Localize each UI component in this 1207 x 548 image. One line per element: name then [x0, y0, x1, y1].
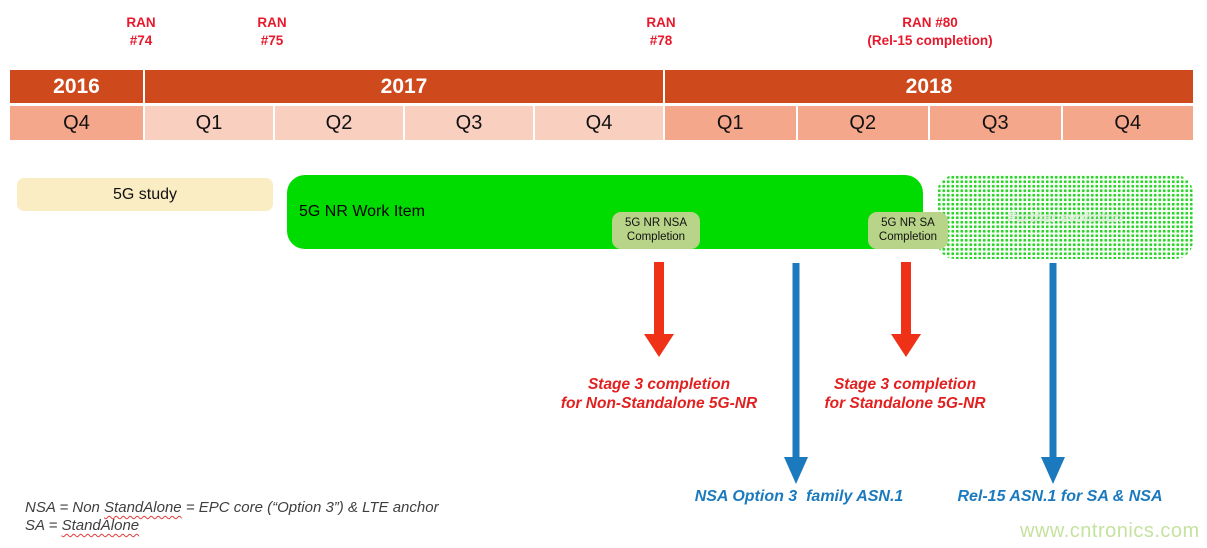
- nsa-completion-milestone-box: 5G NR NSA Completion: [612, 212, 700, 249]
- arrow-head: [784, 457, 808, 484]
- stage3-nsa-line1: Stage 3 completion: [587, 376, 731, 393]
- work-item-bar: 5G NR Work Item: [287, 175, 923, 249]
- site-watermark: www.cntronics.com: [1020, 520, 1200, 542]
- legend-line2: SA = StandAlone: [25, 517, 439, 535]
- ran-milestone-line2: #74: [129, 33, 153, 48]
- ran-milestone-line2: #75: [260, 33, 284, 48]
- asn1-rel15-annotation: Rel-15 ASN.1 for SA & NSA: [957, 488, 1163, 505]
- legend-line2-part1: SA =: [25, 517, 62, 534]
- stage3-nsa-arrow-icon: [644, 262, 674, 358]
- ran-milestone-line2: #78: [649, 33, 673, 48]
- quarter-cell-2016-q4: Q4: [10, 106, 143, 140]
- ran-milestone-80: RAN #80 (Rel-15 completion): [867, 14, 992, 50]
- quarter-cell-2018-q1: Q1: [665, 106, 796, 140]
- nsa-completion-line2: Completion: [626, 230, 686, 243]
- stage3-sa-annotation: Stage 3 completion for Standalone 5G-NR: [745, 375, 1065, 413]
- ran-milestone-line1: RAN: [257, 15, 287, 30]
- quarter-cell-2018-q4: Q4: [1062, 106, 1193, 140]
- legend-line2-part2: StandAlone: [61, 517, 140, 534]
- arrow-shaft: [792, 263, 800, 458]
- quarter-cell-2017-q2: Q2: [275, 106, 403, 140]
- arrow-head: [1041, 457, 1065, 484]
- asn1-nsa-annotation: NSA Option 3 family ASN.1: [694, 488, 904, 505]
- stage3-nsa-annotation: Stage 3 completion for Non-Standalone 5G…: [499, 375, 819, 413]
- ran-milestone-line1: RAN #80: [902, 15, 958, 30]
- year-header-row: 2016 2017 2018: [10, 70, 1193, 103]
- quarter-cell-2018-q3: Q3: [930, 106, 1061, 140]
- arrow-head: [891, 334, 921, 357]
- stage3-sa-line1: Stage 3 completion: [833, 376, 977, 393]
- work-item-bar-label: 5G NR Work Item: [299, 203, 425, 220]
- stage3-nsa-line2: for Non-Standalone 5G-NR: [560, 395, 758, 412]
- ran-milestone-75: RAN #75: [257, 14, 286, 50]
- legend-line1-part3: = EPC core (“Option 3”) & LTE anchor: [181, 499, 439, 516]
- ran-milestone-line1: RAN: [646, 15, 676, 30]
- further-evolution-label: Further evolution: [1007, 209, 1123, 225]
- ran-milestone-line1: RAN: [126, 15, 156, 30]
- sa-completion-milestone-box: 5G NR SA Completion: [868, 212, 948, 249]
- ran-milestone-line2: (Rel-15 completion): [867, 33, 993, 48]
- abbreviation-legend: NSA = Non StandAlone = EPC core (“Option…: [25, 499, 439, 535]
- stage3-sa-arrow-icon: [891, 262, 921, 358]
- stage3-sa-line2: for Standalone 5G-NR: [824, 395, 986, 412]
- arrow-shaft: [654, 262, 664, 335]
- quarter-header-row: Q4 Q1 Q2 Q3 Q4 Q1 Q2 Q3 Q4: [10, 106, 1193, 140]
- year-cell-2018: 2018: [665, 70, 1193, 103]
- sa-completion-line2: Completion: [878, 230, 938, 243]
- legend-line1: NSA = Non StandAlone = EPC core (“Option…: [25, 499, 439, 517]
- asn1-nsa-arrow-icon: [784, 263, 808, 485]
- legend-line1-part2: StandAlone: [104, 499, 182, 516]
- arrow-shaft: [901, 262, 911, 335]
- asn1-rel15-arrow-icon: [1041, 263, 1065, 485]
- quarter-cell-2017-q1: Q1: [145, 106, 273, 140]
- arrow-shaft: [1049, 263, 1057, 458]
- ran-milestone-78: RAN #78: [646, 14, 675, 50]
- ran-milestone-74: RAN #74: [126, 14, 155, 50]
- further-evolution-bar: Further evolution: [937, 175, 1193, 259]
- nsa-completion-line1: 5G NR NSA: [625, 217, 687, 229]
- arrow-head: [644, 334, 674, 357]
- sa-completion-line1: 5G NR SA: [881, 217, 935, 229]
- year-cell-2016: 2016: [10, 70, 143, 103]
- legend-line1-part1: NSA = Non: [25, 499, 105, 516]
- year-cell-2017: 2017: [145, 70, 663, 103]
- study-phase-bar: 5G study: [17, 178, 273, 211]
- quarter-cell-2017-q4: Q4: [535, 106, 663, 140]
- quarter-cell-2018-q2: Q2: [797, 106, 928, 140]
- quarter-cell-2017-q3: Q3: [405, 106, 533, 140]
